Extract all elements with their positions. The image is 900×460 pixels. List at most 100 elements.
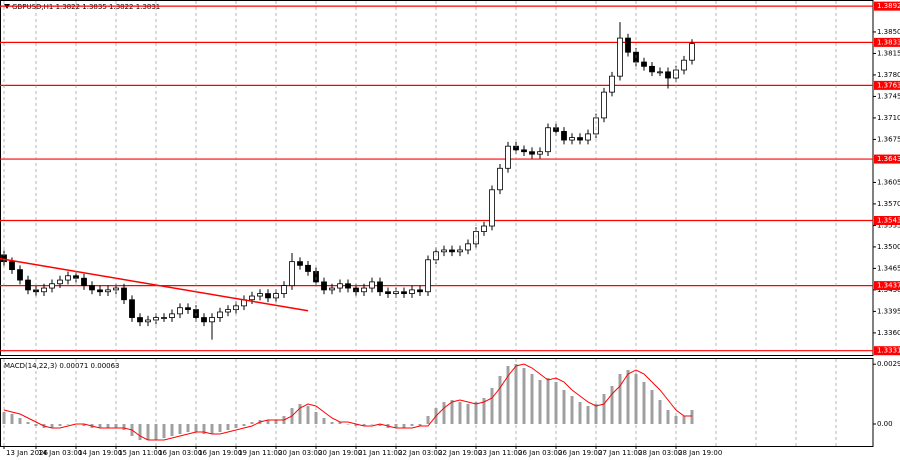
macd-bar — [418, 424, 422, 426]
macd-bar — [650, 390, 654, 424]
macd-bar — [34, 424, 38, 426]
x-tick-label: 26 Jan 19:00 — [558, 449, 602, 457]
candle-body — [265, 293, 271, 299]
chart-title: GBPUSD,H1 1.3822 1.3835 1.3822 1.3831 — [12, 3, 160, 11]
macd-bar — [274, 420, 278, 424]
candle-body — [65, 275, 71, 281]
macd-bar — [442, 402, 446, 424]
y-tick-label: 1.3780 — [877, 71, 900, 79]
macd-bar — [394, 424, 398, 428]
macd-bar — [626, 370, 630, 424]
x-tick-label: 28 Jan 19:00 — [678, 449, 722, 457]
y-tick-label: 1.3710 — [877, 114, 900, 122]
x-tick-label: 28 Jan 03:00 — [638, 449, 682, 457]
candle-body — [625, 37, 631, 53]
macd-bar — [66, 424, 70, 425]
macd-bar — [10, 414, 14, 424]
macd-bar — [298, 404, 302, 424]
x-tick-label: 20 Jan 03:00 — [278, 449, 322, 457]
macd-bar — [2, 412, 6, 424]
macd-bar — [322, 418, 326, 424]
macd-bar — [242, 424, 246, 426]
macd-bar — [490, 388, 494, 424]
macd-bar — [354, 424, 358, 426]
macd-bar — [346, 424, 350, 425]
x-tick-label: 23 Jan 11:00 — [478, 449, 522, 457]
macd-bar — [266, 420, 270, 424]
candle-body — [577, 137, 583, 141]
macd-bar — [666, 410, 670, 424]
macd-bar — [210, 424, 214, 434]
y-tick-label: 1.3850 — [877, 28, 900, 36]
y-tick-label: 1.3570 — [877, 200, 900, 208]
macd-bar — [426, 416, 430, 424]
macd-bar — [170, 424, 174, 436]
trendline — [0, 257, 309, 312]
candle-body — [209, 317, 215, 323]
macd-bar — [602, 394, 606, 424]
candle-body — [161, 317, 167, 319]
macd-bar — [226, 424, 230, 430]
macd-bar — [26, 422, 30, 424]
candle-body — [177, 307, 183, 315]
candle-body — [665, 71, 671, 79]
macd-bar — [474, 402, 478, 424]
macd-bar — [82, 424, 86, 426]
macd-bar — [586, 406, 590, 424]
macd-bar — [234, 424, 238, 428]
macd-bar — [578, 402, 582, 424]
signal-line — [3, 363, 692, 441]
candle-body — [81, 277, 87, 286]
macd-bar — [178, 424, 182, 434]
y-tick-label: 1.3815 — [877, 49, 900, 57]
x-tick-label: 19 Jan 11:00 — [238, 449, 282, 457]
macd-bar — [18, 418, 22, 424]
macd-bar — [138, 424, 142, 440]
candle-body — [393, 291, 399, 294]
x-tick-label: 22 Jan 19:00 — [438, 449, 482, 457]
candle-body — [593, 117, 599, 135]
macd-bar — [562, 390, 566, 424]
candle-body — [297, 261, 303, 266]
level-label: 1.3763 — [877, 81, 900, 89]
macd-bar — [98, 424, 102, 428]
macd-bar — [378, 424, 382, 426]
candle-body — [49, 283, 55, 289]
macd-bar — [610, 386, 614, 424]
macd-bar — [162, 424, 166, 438]
level-label: 1.3543 — [877, 216, 900, 224]
level-label-bg — [874, 37, 900, 47]
level-label: 1.3833 — [877, 38, 900, 46]
candle-body — [17, 269, 23, 281]
macd-bar — [594, 404, 598, 424]
x-tick-label: 16 Jan 19:00 — [198, 449, 242, 457]
candle-body — [329, 287, 335, 291]
candle-body — [545, 127, 551, 153]
macd-bar — [154, 424, 158, 440]
y-tick-label: 1.3465 — [877, 264, 900, 272]
macd-bar — [522, 368, 526, 424]
macd-bar — [314, 412, 318, 424]
y-tick-label: 1.3360 — [877, 329, 900, 337]
candle-body — [217, 311, 223, 318]
macd-bar — [546, 378, 550, 424]
macd-bar — [642, 382, 646, 424]
macd-bar — [106, 424, 110, 428]
macd-bar — [482, 398, 486, 424]
y-tick-label: 1.3745 — [877, 92, 900, 100]
macd-title: MACD(14,22,3) 0.00071 0.00063 — [4, 362, 120, 370]
candle-body — [561, 131, 567, 141]
x-tick-label: 22 Jan 03:00 — [398, 449, 442, 457]
macd-bar — [122, 424, 126, 430]
macd-bar — [410, 424, 414, 426]
x-tick-label: 14 Jan 19:00 — [78, 449, 122, 457]
y-tick-label: 1.3605 — [877, 178, 900, 186]
level-label: 1.3331 — [877, 347, 900, 355]
candle-body — [137, 317, 143, 323]
y-tick-label: 1.3500 — [877, 243, 900, 251]
candle-body — [41, 287, 47, 293]
candle-body — [601, 91, 607, 119]
candle-body — [385, 291, 391, 294]
